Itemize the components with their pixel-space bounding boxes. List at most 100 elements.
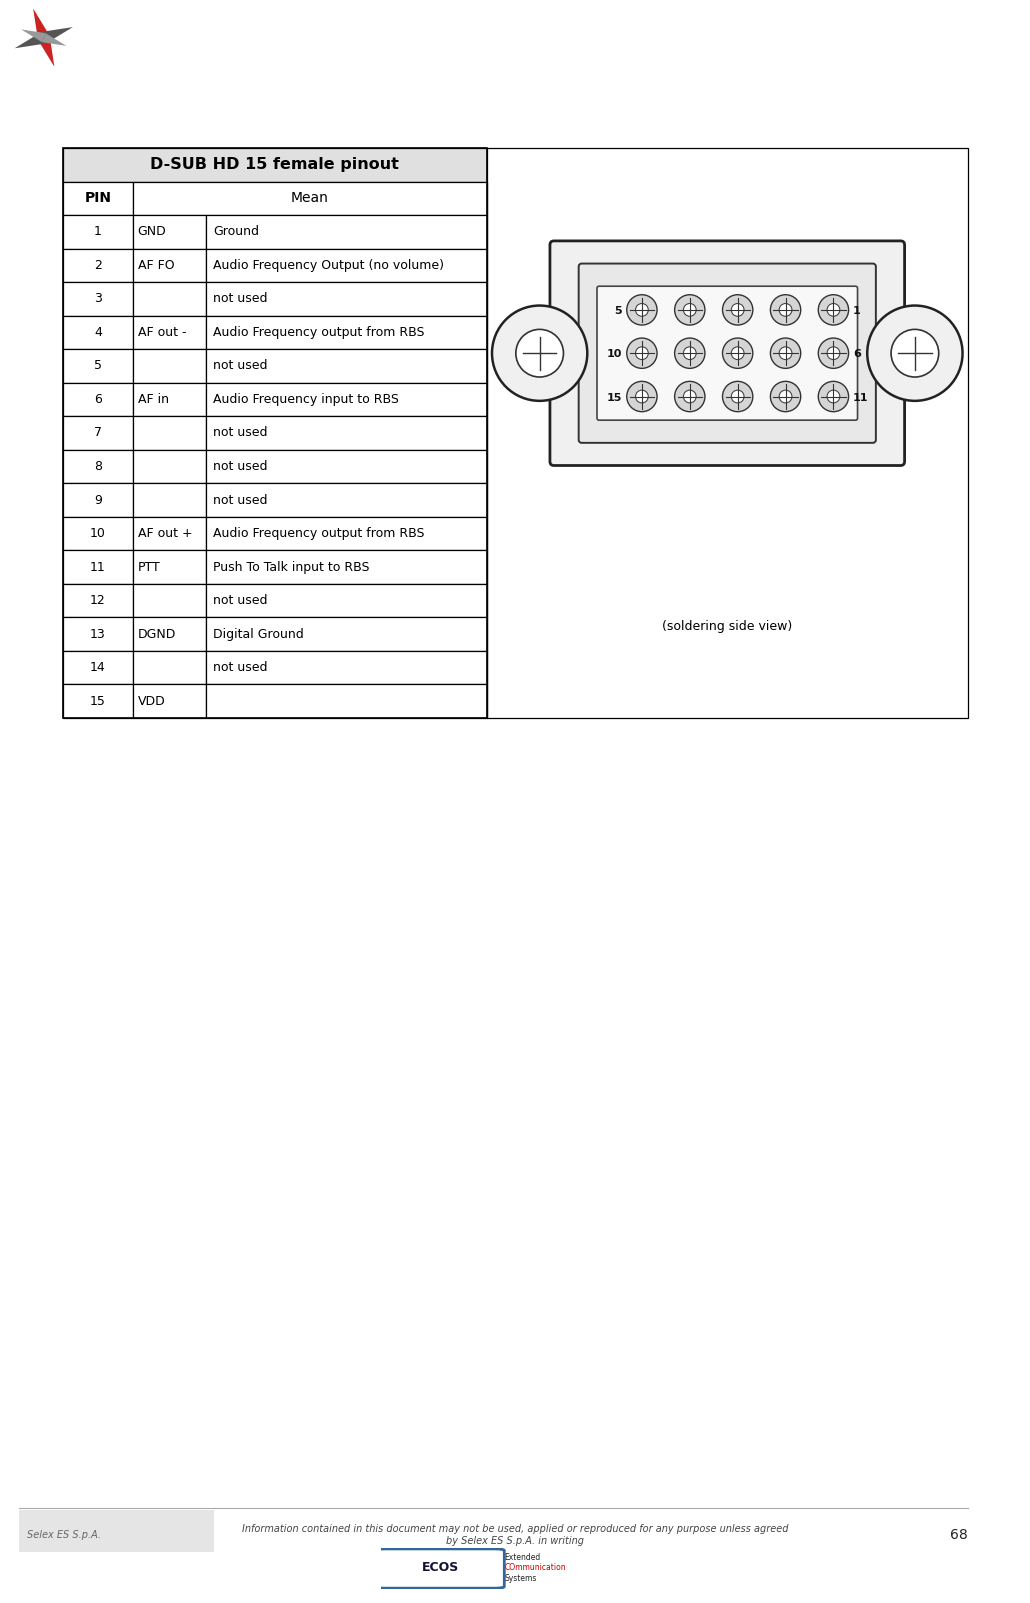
Text: Audio Frequency output from RBS: Audio Frequency output from RBS [213,527,424,540]
Bar [206,483,486,516]
Circle shape [818,382,849,412]
Bar [133,583,206,617]
Bar [63,248,133,282]
Text: 1: 1 [853,306,861,316]
Text: 6: 6 [94,393,102,406]
Bar [133,450,206,483]
Text: 14: 14 [90,660,106,675]
Bar [133,684,206,718]
Bar [206,215,486,248]
Text: not used: not used [213,426,268,439]
Text: not used: not used [213,494,268,507]
Circle shape [626,382,657,412]
Text: Audio Frequency output from RBS: Audio Frequency output from RBS [213,325,424,338]
Bar [63,181,133,215]
Polygon shape [42,34,67,46]
Text: AF out +: AF out + [138,527,193,540]
Text: Audio Frequency Output (no volume): Audio Frequency Output (no volume) [213,258,444,273]
Bar [133,215,206,248]
Bar [63,147,486,718]
Bar [133,483,206,516]
Circle shape [891,329,938,377]
Text: 13: 13 [90,628,106,641]
Text: 12: 12 [90,595,106,608]
Polygon shape [38,35,55,67]
Circle shape [722,382,753,412]
Bar [206,450,486,483]
Bar [206,617,486,651]
Text: Selex ES S.p.A.: Selex ES S.p.A. [27,1529,101,1540]
Text: 11: 11 [853,393,868,402]
Text: 68: 68 [951,1528,968,1542]
Bar [206,550,486,583]
Text: 1: 1 [94,226,102,239]
Circle shape [722,338,753,369]
Bar [63,316,133,349]
Text: Systems: Systems [505,1574,537,1582]
Text: Push To Talk input to RBS: Push To Talk input to RBS [213,561,370,574]
Circle shape [779,346,792,359]
Text: PIN: PIN [84,191,111,205]
Bar [19,1510,214,1552]
Text: 9: 9 [94,494,102,507]
Text: 5: 5 [615,306,622,316]
Text: Mean: Mean [290,191,329,205]
Circle shape [626,295,657,325]
Bar [133,248,206,282]
Text: AF out -: AF out - [138,325,186,338]
Bar [206,651,486,684]
Text: AF FO: AF FO [138,258,174,273]
Circle shape [492,306,587,401]
Circle shape [770,338,800,369]
Circle shape [827,390,839,402]
Bar [63,651,133,684]
Bar [206,248,486,282]
Text: GND: GND [138,226,167,239]
Circle shape [867,306,963,401]
Bar [63,349,133,383]
Bar [206,349,486,383]
Polygon shape [14,32,46,48]
Text: not used: not used [213,359,268,372]
Bar [63,383,133,417]
Circle shape [818,338,849,369]
Text: PTT: PTT [138,561,161,574]
Text: ECOS: ECOS [421,1561,458,1574]
Circle shape [675,382,705,412]
Bar [133,181,486,215]
Circle shape [779,390,792,402]
Circle shape [636,303,648,316]
Bar [133,417,206,450]
Circle shape [684,303,696,316]
Bar [206,383,486,417]
Bar [206,417,486,450]
Bar [486,147,968,718]
Text: AF in: AF in [138,393,169,406]
Bar [63,583,133,617]
Circle shape [626,338,657,369]
Text: 15: 15 [607,393,622,402]
Text: 11: 11 [90,561,106,574]
Circle shape [770,382,800,412]
Text: (soldering side view): (soldering side view) [662,620,792,633]
Bar [133,282,206,316]
Bar [63,550,133,583]
Text: 3: 3 [94,292,102,306]
Circle shape [827,303,839,316]
Text: 10: 10 [607,349,622,359]
FancyBboxPatch shape [597,287,858,420]
Bar [133,651,206,684]
FancyBboxPatch shape [376,1548,505,1589]
Bar [63,450,133,483]
Bar [63,282,133,316]
Circle shape [770,295,800,325]
Circle shape [636,346,648,359]
Bar [133,349,206,383]
Text: Digital Ground: Digital Ground [213,628,304,641]
Bar [133,516,206,550]
Text: VDD: VDD [138,694,166,709]
Circle shape [779,303,792,316]
Bar [206,583,486,617]
Polygon shape [33,8,49,40]
Text: Ground: Ground [213,226,259,239]
